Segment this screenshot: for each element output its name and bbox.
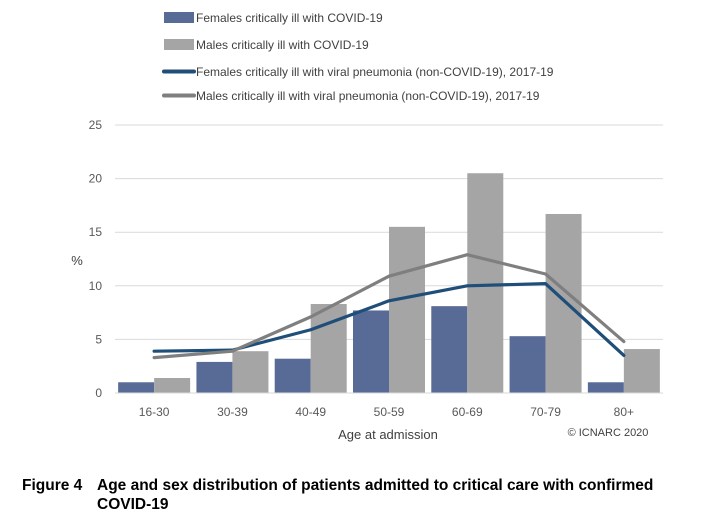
x-tick-label: 60-69 [452,405,483,419]
bar-females-covid-16-30 [118,382,155,393]
y-tick-label: 20 [89,172,103,186]
x-tick-label: 70-79 [530,405,561,419]
bar-females-covid-70-79 [509,336,546,393]
chart: Females critically ill with COVID-19 Male… [71,11,663,442]
bar-males-covid-30-39 [232,351,269,393]
credit-text: © ICNARC 2020 [568,427,649,439]
y-axis-label: % [71,253,83,268]
x-tick-label: 16-30 [139,405,170,419]
bar-females-covid-50-59 [353,310,389,393]
bar-females-covid-80+ [587,382,624,393]
bar-males-covid-50-59 [389,226,425,393]
x-axis-label: Age at admission [338,427,438,442]
y-tick-label: 5 [95,332,102,346]
x-axis-ticks: 16-30 30-39 40-49 50-59 60-69 70-79 80+ [139,405,634,419]
bar-females-covid-30-39 [196,361,233,393]
legend-swatch [164,12,194,23]
caption-number: Figure 4 [22,477,83,494]
x-tick-label: 30-39 [217,405,248,419]
bar-females-covid-40-49 [274,358,311,393]
bar-males-covid-70-79 [545,213,582,393]
bar-males-covid-80+ [623,349,660,393]
bar-males-covid-16-30 [154,377,191,393]
lines [152,253,626,360]
caption-text: Age and sex distribution of patients adm… [97,477,654,513]
y-axis-ticks: 0 5 10 15 20 25 [89,118,103,400]
y-tick-label: 0 [95,386,102,400]
y-tick-label: 10 [89,279,103,293]
x-tick-label: 40-49 [295,405,326,419]
y-tick-label: 25 [89,118,103,132]
legend-label: Females critically ill with COVID-19 [196,11,383,25]
x-tick-label: 80+ [614,405,634,419]
bar-males-covid-60-69 [467,173,504,393]
legend: Females critically ill with COVID-19 Male… [162,11,554,103]
legend-label: Females critically ill with viral pneumo… [196,65,554,79]
bars [118,173,660,393]
legend-swatch [164,39,194,50]
line-males-viral-pneumonia [152,253,626,360]
y-tick-label: 15 [89,225,103,239]
legend-label: Males critically ill with viral pneumoni… [196,89,540,103]
x-tick-label: 50-59 [374,405,405,419]
legend-label: Males critically ill with COVID-19 [196,38,369,52]
bar-females-covid-60-69 [431,306,468,393]
